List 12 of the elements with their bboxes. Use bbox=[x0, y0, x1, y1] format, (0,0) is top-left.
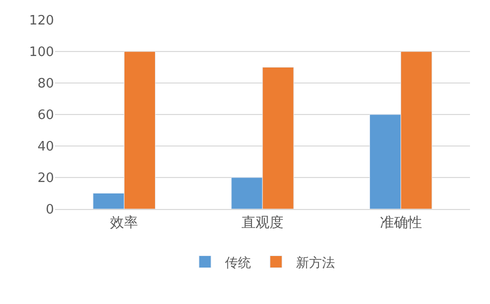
y-tick-label: 20 bbox=[37, 171, 54, 186]
y-tick-label: 40 bbox=[37, 140, 54, 155]
y-tick-label: 60 bbox=[37, 108, 54, 124]
y-tick-label: 120 bbox=[29, 14, 54, 29]
y-tick-label: 100 bbox=[29, 45, 54, 60]
legend-label: 传统 bbox=[225, 256, 251, 271]
x-tick-label: 准确性 bbox=[380, 214, 422, 231]
y-tick-label: 0 bbox=[46, 202, 54, 218]
x-tick-label: 效率 bbox=[110, 214, 138, 231]
y-tick-label: 80 bbox=[37, 76, 54, 92]
x-tick-label: 直观度 bbox=[242, 214, 284, 231]
legend-label: 新方法 bbox=[296, 254, 335, 271]
